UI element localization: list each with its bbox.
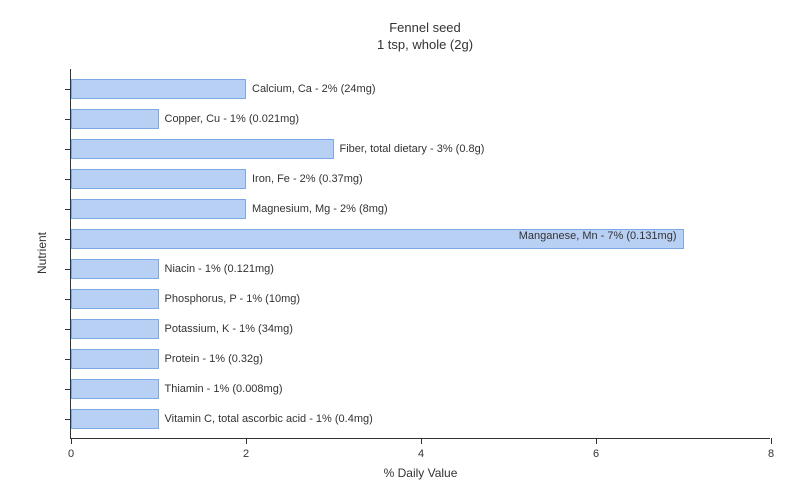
bar-row: Niacin - 1% (0.121mg) bbox=[71, 259, 274, 279]
bar-label: Protein - 1% (0.32g) bbox=[165, 353, 263, 365]
bar-label: Manganese, Mn - 7% (0.131mg) bbox=[519, 230, 677, 242]
x-tick bbox=[771, 438, 772, 444]
x-axis-label: % Daily Value bbox=[384, 466, 458, 480]
bar bbox=[71, 259, 159, 279]
bar-row: Fiber, total dietary - 3% (0.8g) bbox=[71, 139, 484, 159]
plot-area: Nutrient % Daily Value Calcium, Ca - 2% … bbox=[70, 69, 770, 439]
bar-label: Fiber, total dietary - 3% (0.8g) bbox=[340, 143, 485, 155]
x-tick bbox=[71, 438, 72, 444]
chart-title-line1: Fennel seed bbox=[70, 20, 780, 37]
bar-row: Iron, Fe - 2% (0.37mg) bbox=[71, 169, 363, 189]
bar bbox=[71, 199, 246, 219]
bar-label: Vitamin C, total ascorbic acid - 1% (0.4… bbox=[165, 413, 373, 425]
x-tick-label: 2 bbox=[243, 448, 249, 460]
chart-title-line2: 1 tsp, whole (2g) bbox=[70, 37, 780, 54]
x-tick-label: 8 bbox=[768, 448, 774, 460]
chart-container: Fennel seed 1 tsp, whole (2g) Nutrient %… bbox=[0, 0, 800, 500]
bar bbox=[71, 79, 246, 99]
bar-row: Potassium, K - 1% (34mg) bbox=[71, 319, 293, 339]
bar-row: Thiamin - 1% (0.008mg) bbox=[71, 379, 283, 399]
bar-row: Manganese, Mn - 7% (0.131mg) bbox=[71, 229, 684, 249]
x-tick bbox=[421, 438, 422, 444]
bar bbox=[71, 379, 159, 399]
bar bbox=[71, 109, 159, 129]
chart-title: Fennel seed 1 tsp, whole (2g) bbox=[70, 20, 780, 54]
bar-label: Iron, Fe - 2% (0.37mg) bbox=[252, 173, 363, 185]
bar-label: Magnesium, Mg - 2% (8mg) bbox=[252, 203, 388, 215]
bar bbox=[71, 409, 159, 429]
bar bbox=[71, 319, 159, 339]
x-tick-label: 6 bbox=[593, 448, 599, 460]
bar-label: Thiamin - 1% (0.008mg) bbox=[165, 383, 283, 395]
bar-row: Vitamin C, total ascorbic acid - 1% (0.4… bbox=[71, 409, 373, 429]
bar-row: Calcium, Ca - 2% (24mg) bbox=[71, 79, 375, 99]
x-tick-label: 4 bbox=[418, 448, 424, 460]
x-tick-label: 0 bbox=[68, 448, 74, 460]
bar-row: Phosphorus, P - 1% (10mg) bbox=[71, 289, 300, 309]
bar-row: Copper, Cu - 1% (0.021mg) bbox=[71, 109, 299, 129]
bar-label: Potassium, K - 1% (34mg) bbox=[165, 323, 293, 335]
bar bbox=[71, 169, 246, 189]
bar-label: Niacin - 1% (0.121mg) bbox=[165, 263, 274, 275]
bar-label: Calcium, Ca - 2% (24mg) bbox=[252, 83, 375, 95]
bar bbox=[71, 349, 159, 369]
bar-label: Copper, Cu - 1% (0.021mg) bbox=[165, 113, 300, 125]
x-tick bbox=[596, 438, 597, 444]
bar bbox=[71, 139, 334, 159]
y-axis-label: Nutrient bbox=[35, 232, 49, 274]
bar-row: Protein - 1% (0.32g) bbox=[71, 349, 263, 369]
bar-label: Phosphorus, P - 1% (10mg) bbox=[165, 293, 301, 305]
bar-row: Magnesium, Mg - 2% (8mg) bbox=[71, 199, 388, 219]
bar bbox=[71, 289, 159, 309]
x-tick bbox=[246, 438, 247, 444]
bar: Manganese, Mn - 7% (0.131mg) bbox=[71, 229, 684, 249]
